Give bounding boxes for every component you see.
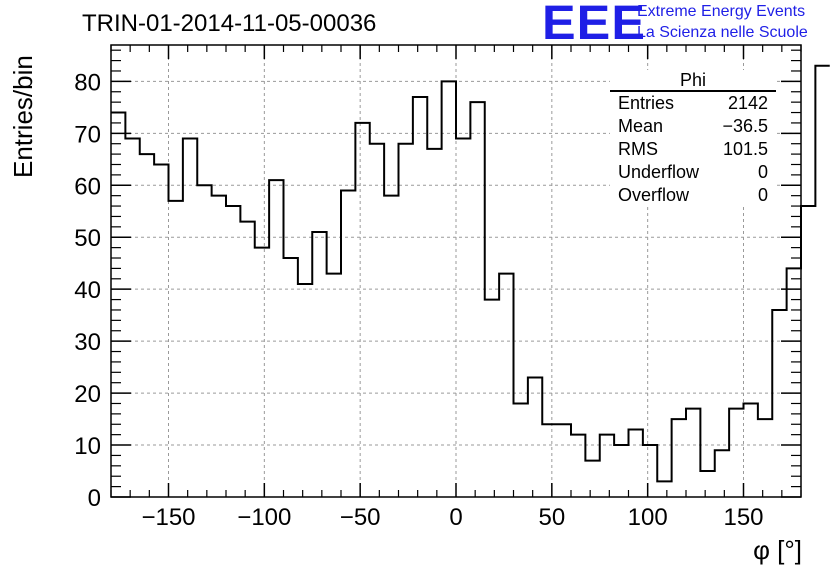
histogram-bin [470, 102, 484, 497]
y-axis-label: Entries/bin [8, 55, 38, 178]
histogram-bin [355, 123, 369, 497]
stats-row-rms: RMS 101.5 [610, 138, 776, 161]
histogram-bin [169, 201, 183, 497]
tick-labels: −150 −100 −50 0 50 100 150 0 10 20 30 40 50 60 70 80 [74, 69, 763, 531]
histogram-bin [715, 450, 729, 497]
histogram-bin [801, 206, 815, 497]
stats-label: Overflow [618, 185, 690, 205]
histogram-bin [686, 409, 700, 497]
histogram-bin [700, 471, 714, 497]
stats-label: Underflow [618, 162, 700, 182]
stats-value: 2142 [727, 93, 768, 113]
histogram-bin [672, 419, 686, 497]
histogram-bin [600, 435, 614, 497]
y-tick-label: 10 [74, 433, 101, 460]
histogram-bin [125, 139, 139, 497]
x-axis-label: φ [°] [753, 535, 802, 565]
logo-line-1: Extreme Energy Events [637, 3, 806, 20]
y-tick-label: 50 [74, 225, 101, 252]
histogram-bin [154, 164, 168, 497]
histogram-bin [571, 435, 585, 497]
stats-value: 101.5 [722, 139, 768, 159]
histogram-bin [240, 222, 254, 497]
histogram-bin [212, 196, 226, 497]
histogram-series [111, 64, 830, 483]
histogram-bin [370, 144, 384, 497]
stats-row-entries: Entries 2142 [610, 92, 776, 115]
histogram-bin [643, 445, 657, 497]
stats-value: 0 [757, 162, 768, 182]
histogram-bin [341, 190, 355, 497]
histogram-bin [485, 300, 499, 497]
histogram-bin [413, 97, 427, 497]
histogram-bin [744, 403, 758, 497]
x-tick-label: 150 [723, 504, 763, 531]
y-tick-label: 30 [74, 329, 101, 356]
histogram-bin [183, 139, 197, 497]
histogram-bin [514, 403, 528, 497]
stats-label: Mean [618, 116, 664, 136]
y-tick-label: 70 [74, 121, 101, 148]
histogram-bin [528, 378, 542, 497]
eee-logo-mark: EEE [542, 0, 646, 50]
histogram-bin [542, 424, 556, 497]
histogram-bin [758, 419, 772, 497]
histogram-bin [327, 274, 341, 497]
histogram-bin [657, 481, 671, 497]
stats-title: Phi [610, 70, 776, 92]
histogram-bin [585, 461, 599, 497]
x-tick-label: 50 [538, 504, 565, 531]
stats-value: −36.5 [722, 116, 768, 136]
logo-line-2: La Scienza nelle Scuole [637, 24, 808, 41]
histogram-bin [815, 66, 829, 497]
y-tick-label: 40 [74, 277, 101, 304]
x-tick-label: 100 [628, 504, 668, 531]
histogram-bin [384, 196, 398, 497]
histogram-bin [399, 144, 413, 497]
x-tick-label: 0 [449, 504, 462, 531]
y-tick-label: 20 [74, 381, 101, 408]
stats-box: Phi Entries 2142 Mean −36.5 RMS 101.5 Un… [610, 70, 776, 207]
histogram-bin [312, 232, 326, 497]
stats-row-mean: Mean −36.5 [610, 115, 776, 138]
stats-row-overflow: Overflow 0 [610, 184, 776, 207]
axis-ticks [110, 45, 802, 498]
stats-value: 0 [757, 185, 768, 205]
histogram-bin [140, 154, 154, 497]
x-tick-label: −150 [141, 504, 195, 531]
histogram-bin [226, 206, 240, 497]
histogram-bin [111, 113, 125, 497]
histogram-bin [456, 139, 470, 497]
stats-label: Entries [618, 93, 675, 113]
y-tick-label: 60 [74, 173, 101, 200]
histogram-bin [629, 429, 643, 497]
histogram-bin [284, 258, 298, 497]
y-tick-label: 0 [88, 485, 101, 512]
stats-label: RMS [618, 139, 658, 159]
stats-row-underflow: Underflow 0 [610, 161, 776, 184]
x-tick-label: −50 [340, 504, 381, 531]
y-tick-label: 80 [74, 69, 101, 96]
histogram-bin [499, 274, 513, 497]
histogram-bin [614, 445, 628, 497]
histogram-bin [729, 409, 743, 497]
histogram-bin [255, 248, 269, 497]
histogram-bin [298, 284, 312, 497]
histogram-bin [772, 310, 786, 497]
histogram-bin [269, 180, 283, 497]
x-tick-label: −100 [237, 504, 291, 531]
chart-title: TRIN-01-2014-11-05-00036 [82, 10, 377, 37]
histogram-bin [557, 424, 571, 497]
